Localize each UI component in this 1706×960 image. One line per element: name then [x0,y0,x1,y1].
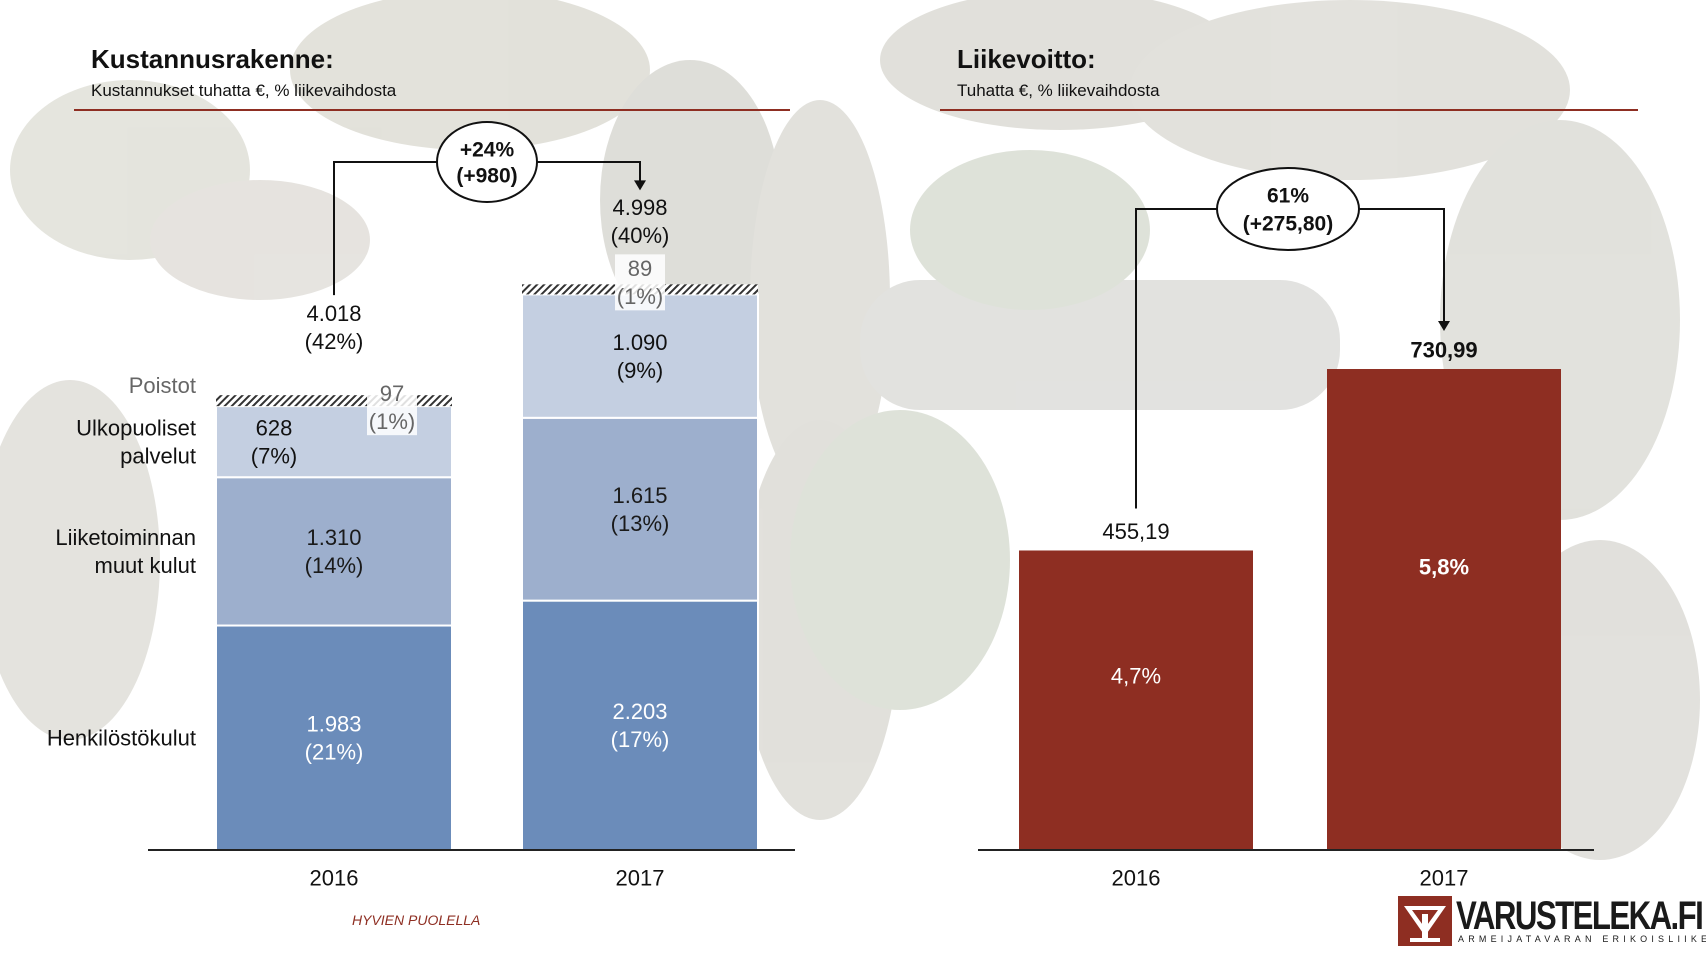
x-tick-2016: 2016 [1112,866,1161,891]
cost-structure-subtitle: Kustannukset tuhatta €, % liikevaihdosta [91,81,397,100]
logo-tagline: ARMEIJATAVARAN ERIKOISLIIKE [1458,934,1706,944]
operating-profit-subtitle: Tuhatta €, % liikevaihdosta [957,81,1160,100]
bar-poistot-2016 [216,395,452,407]
cost-structure-title: Kustannusrakenne: [91,44,334,74]
bar-ulkopuoliset-2017 [521,293,759,419]
profit-margin-label-2017: 5,8% [1419,555,1469,580]
profit-value-label-2017: 730,99 [1410,338,1477,363]
profit-bar-2016 [1019,550,1253,850]
series-label-poistot: Poistot [129,373,196,398]
label-liiketoiminta-2016: 1.310 (14%) [305,525,364,578]
label-backing-poistot-2017 [615,254,665,311]
x-tick-2016: 2016 [310,866,359,891]
bar-liiketoiminta-2017 [521,416,759,602]
series-label-ulkopuoliset: Ulkopuoliset palvelut [76,415,196,468]
x-tick-2017: 2017 [616,866,665,891]
bar-henkilostokulut-2016 [215,624,453,852]
change-bubble [436,121,538,203]
right-title-rule [940,109,1638,111]
total-label-2016: 4.018 (42%) [305,301,364,354]
label-henkilostokulut-2016: 1.983 (21%) [305,711,364,764]
change-bubble [1216,167,1360,251]
label-liiketoiminta-2017: 1.615 (13%) [611,483,670,536]
label-poistot-2016: 97 (1%) [369,381,415,434]
operating-profit-title: Liikevoitto: [957,44,1096,74]
label-henkilostokulut-2017: 2.203 (17%) [611,699,670,752]
label-backing-poistot-2016 [367,379,417,436]
series-label-liiketoiminta: Liiketoiminnan muut kulut [55,525,196,578]
profit-value-label-2016: 455,19 [1102,519,1169,544]
label-ulkopuoliset-2016: 628 (7%) [251,415,297,468]
logo-wordmark: VARUSTELEKA.FI [1456,894,1704,938]
varusteleka-logo: VARUSTELEKA.FI ARMEIJATAVARAN ERIKOISLII… [1398,894,1706,950]
left-title-rule [74,109,790,111]
total-label-2017: 4.998 (40%) [611,195,670,248]
x-tick-2017: 2017 [1420,866,1469,891]
change-label: 61% (+275,80) [1243,184,1333,235]
change-arrowhead [634,180,646,191]
label-ulkopuoliset-2017: 1.090 (9%) [612,330,667,383]
logo-emblem-icon [1398,896,1452,946]
label-poistot-2017: 89 (1%) [617,256,663,309]
change-label: +24% (+980) [456,138,517,187]
profit-margin-label-2016: 4,7% [1111,664,1161,689]
change-arrowhead [1438,321,1450,332]
footer-tagline: HYVIEN PUOLELLA [352,912,481,928]
profit-bar-2017 [1327,369,1561,850]
series-label-henkilostokulut: Henkilöstökulut [47,725,196,750]
